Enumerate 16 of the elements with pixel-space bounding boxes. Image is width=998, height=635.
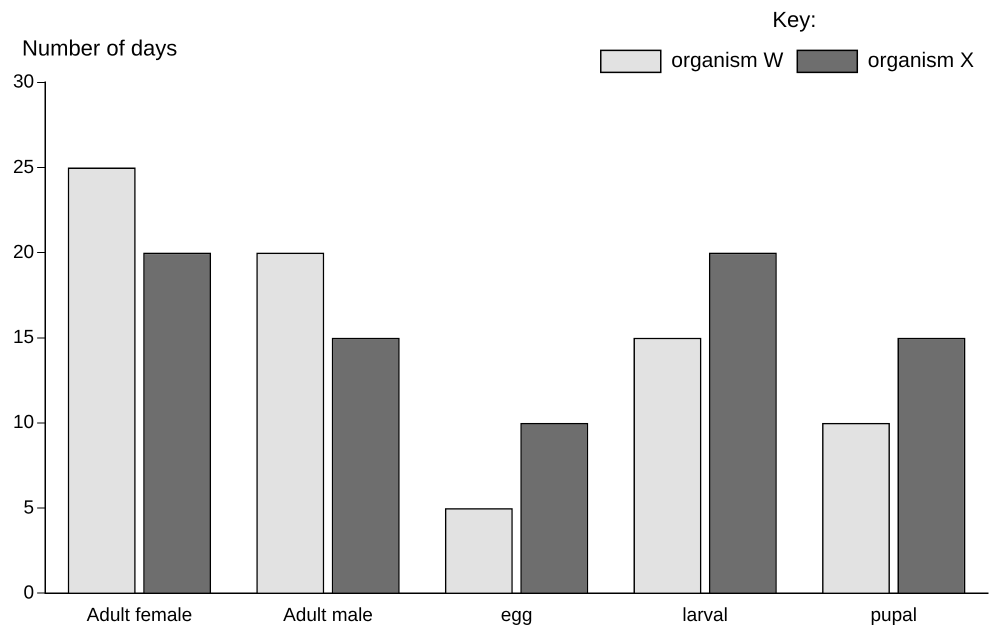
x-tick-label: Adult female [86, 604, 192, 626]
legend-title: Key: [772, 7, 816, 32]
y-tick-label: 25 [12, 156, 34, 178]
x-tick-label: Adult male [283, 604, 373, 626]
y-axis-title: Number of days [22, 35, 178, 60]
y-tick-label: 30 [12, 72, 34, 93]
legend-label: organism X [868, 49, 974, 72]
x-tick-label: larval [682, 604, 728, 626]
x-tick-label: pupal [870, 604, 917, 626]
y-tick-label: 15 [12, 327, 34, 348]
y-tick-label: 10 [12, 412, 34, 434]
legend-label: organism W [671, 49, 784, 72]
y-tick-label: 5 [24, 497, 34, 518]
x-tick-label: egg [500, 604, 532, 626]
y-tick-label: 0 [24, 582, 34, 604]
y-tick-label: 20 [12, 242, 34, 263]
